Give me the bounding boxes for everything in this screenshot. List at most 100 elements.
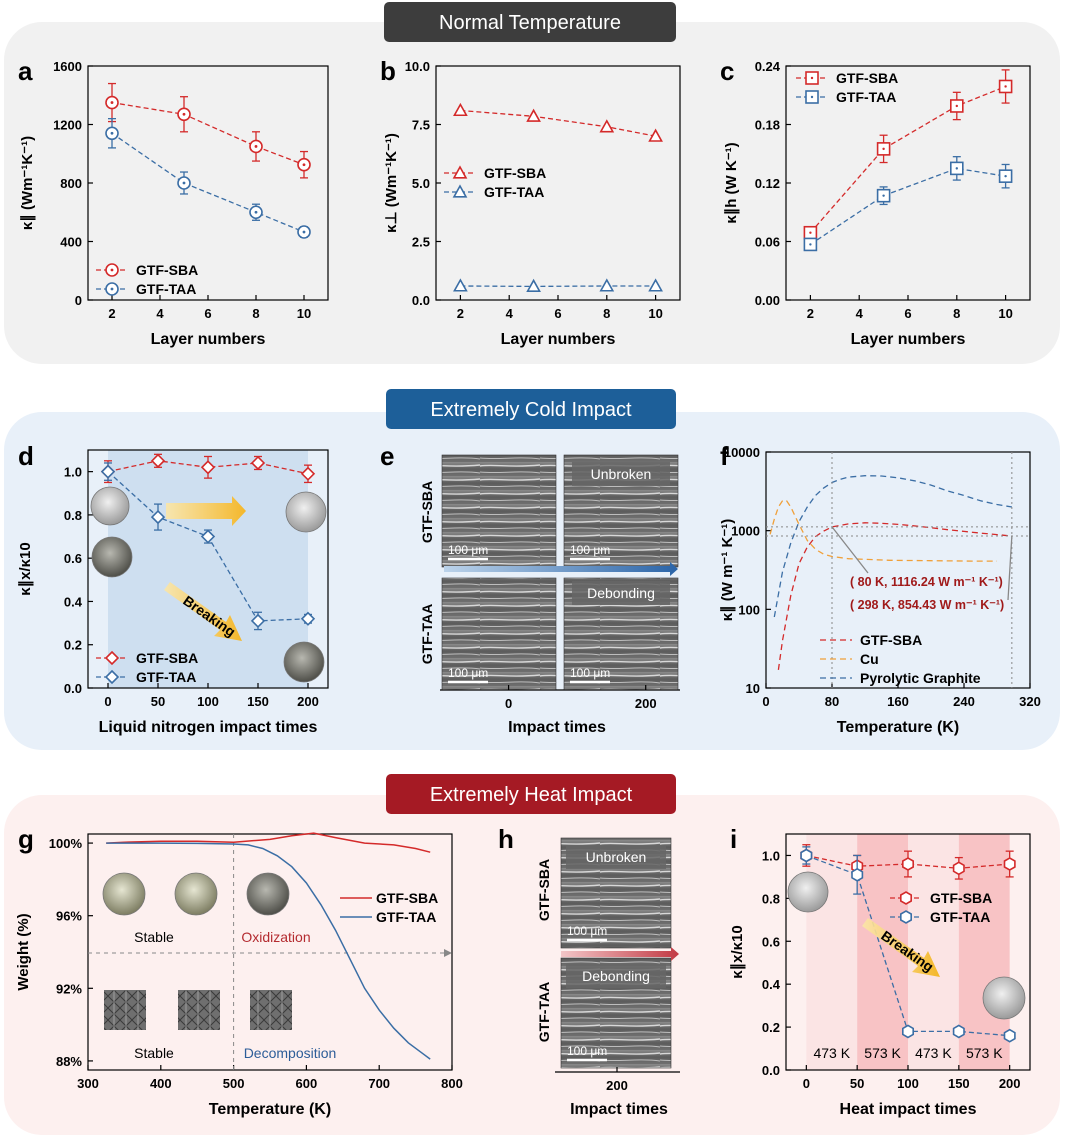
sample-photo-before	[787, 871, 829, 913]
legend-label: GTF-TAA	[136, 669, 196, 685]
decomposition-label: Decomposition	[244, 1045, 337, 1061]
x-tick-label: 8	[252, 306, 259, 321]
data-point-GTF-TAA-dot	[882, 194, 885, 197]
series-line-GTF-TAA	[106, 842, 431, 1060]
y-tick-label: 1200	[53, 118, 82, 133]
x-tick-label: 8	[603, 306, 610, 321]
y-tick-label: 7.5	[412, 118, 430, 133]
legend-marker	[452, 165, 468, 179]
x-tick-label: 150	[948, 1076, 970, 1091]
x-tick-label: 240	[953, 694, 975, 709]
data-point-GTF-TAA-dot	[809, 243, 812, 246]
scale-bar-label: 100 μm	[567, 924, 607, 938]
chart-e: 100 μm 100 μm 100 μm 100 μm Unbroken Debondin…	[419, 454, 680, 736]
panel-letter-b: b	[380, 56, 396, 86]
data-point-GTF-TAA	[851, 867, 864, 882]
x-tick-label: 0	[505, 696, 512, 711]
debonding-tag-bg	[566, 964, 666, 988]
debonding-tag: Debonding	[587, 585, 655, 601]
legend-marker	[899, 910, 913, 924]
unbroken-tag: Unbroken	[586, 849, 647, 865]
scale-bar-label: 100 μm	[570, 666, 610, 680]
data-point-GTF-TAA-dot	[110, 131, 114, 135]
data-point-GTF-SBA	[952, 861, 965, 876]
y-tick-label: 92%	[56, 981, 82, 996]
legend-label: GTF-SBA	[376, 890, 438, 906]
x-axis-label: Impact times	[508, 719, 606, 736]
debonding-tag: Debonding	[582, 968, 650, 984]
data-point-GTF-SBA	[648, 128, 663, 142]
debonding-tag-bg	[572, 581, 670, 605]
x-tick-label: 4	[856, 306, 864, 321]
series-line-GTF-SBA	[806, 854, 1010, 869]
y-tick-label: 0.0	[64, 681, 82, 696]
x-tick-label: 10	[998, 306, 1012, 321]
row-label-taa: GTF-TAA	[536, 982, 552, 1042]
temperature-label: 573 K	[864, 1045, 901, 1061]
series-line-GTF-TAA	[810, 167, 1006, 245]
data-point-GTF-SBA	[599, 119, 615, 133]
series-line-GTF-SBA	[107, 460, 309, 475]
x-tick-label: 8	[953, 306, 960, 321]
sample-photo-sba-2	[174, 872, 218, 916]
impact-shaded-region	[108, 450, 308, 688]
normal-banner-title: Normal Temperature	[439, 12, 621, 34]
data-point-GTF-SBA-dot	[809, 231, 812, 234]
y-tick-label: 1.0	[64, 465, 82, 480]
legend-marker	[899, 891, 913, 905]
annotation-298k: ( 298 K, 854.43 W m⁻¹ K⁻¹)	[850, 598, 1004, 612]
legend-marker	[104, 669, 120, 685]
x-tick-label: 200	[297, 694, 319, 709]
legend-label: GTF-SBA	[484, 165, 546, 181]
x-tick-label: 150	[247, 694, 269, 709]
arrow-breaking-icon	[862, 918, 940, 977]
chart-f: 0 80 160 240 320 10 100 1000 10000 Temperature (K…	[719, 445, 1041, 736]
y-tick-label: 0.0	[412, 293, 430, 308]
x-tick-label: 200	[999, 1076, 1021, 1091]
legend-marker-dot	[810, 76, 814, 80]
x-axis-label: Liquid nitrogen impact times	[99, 719, 318, 736]
x-tick-label: 0	[803, 1076, 810, 1091]
x-axis-label: Temperature (K)	[837, 719, 959, 736]
x-tick-label: 6	[904, 306, 911, 321]
chart-h: 100 μm 100 μm Unbroken Debonding GTF-SBA GTF-…	[536, 837, 680, 1118]
x-tick-label: 2	[457, 306, 464, 321]
scale-bar-label: 100 μm	[570, 543, 610, 557]
y-tick-label: 0.2	[64, 638, 82, 653]
legend-label: GTF-TAA	[136, 281, 196, 297]
panel-letter-h: h	[498, 824, 514, 854]
data-point-GTF-SBA-dot	[254, 145, 258, 148]
scale-bar-label: 100 μm	[567, 1044, 607, 1058]
x-tick-label: 6	[204, 306, 211, 321]
series-line-GTF-SBA	[777, 522, 1012, 670]
legend-label: GTF-TAA	[484, 184, 544, 200]
chart-b: 2 4 6 8 10 0.0 2.5 5.0 7.5 10.0 Layer numbers κ⊥ (W…	[383, 59, 681, 348]
x-tick-label: 500	[223, 1076, 245, 1091]
legend-label: GTF-SBA	[136, 262, 198, 278]
stable-label-top: Stable	[134, 929, 174, 945]
data-point-GTF-TAA	[526, 278, 541, 293]
legend-label: GTF-TAA	[836, 89, 896, 105]
unbroken-tag-bg	[566, 845, 666, 869]
annotation-80k: ( 80 K, 1116.24 W m⁻¹ K⁻¹)	[850, 575, 1003, 589]
x-tick-label: 80	[825, 694, 839, 709]
legend-marker-dot	[110, 268, 114, 272]
series-line-GTF-SBA	[809, 85, 1006, 234]
sample-photo-sba-after	[285, 491, 327, 533]
series-line-GTF-SBA	[106, 832, 431, 853]
data-point-GTF-TAA	[250, 613, 266, 629]
x-tick-label: 800	[441, 1076, 463, 1091]
data-point-GTF-TAA	[300, 611, 316, 626]
x-tick-label: 10	[648, 306, 662, 321]
legend-marker-dot	[810, 95, 814, 99]
x-tick-label: 4	[156, 306, 164, 321]
data-point-GTF-TAA-dot	[182, 181, 186, 185]
y-tick-label: 88%	[56, 1054, 82, 1069]
sem-image	[441, 577, 557, 691]
x-tick-label: 700	[368, 1076, 390, 1091]
x-tick-label: 4	[506, 306, 514, 321]
data-point-GTF-TAA-dot	[1004, 174, 1007, 178]
unbroken-tag-bg	[572, 462, 670, 486]
y-tick-label: 0.00	[755, 293, 780, 308]
